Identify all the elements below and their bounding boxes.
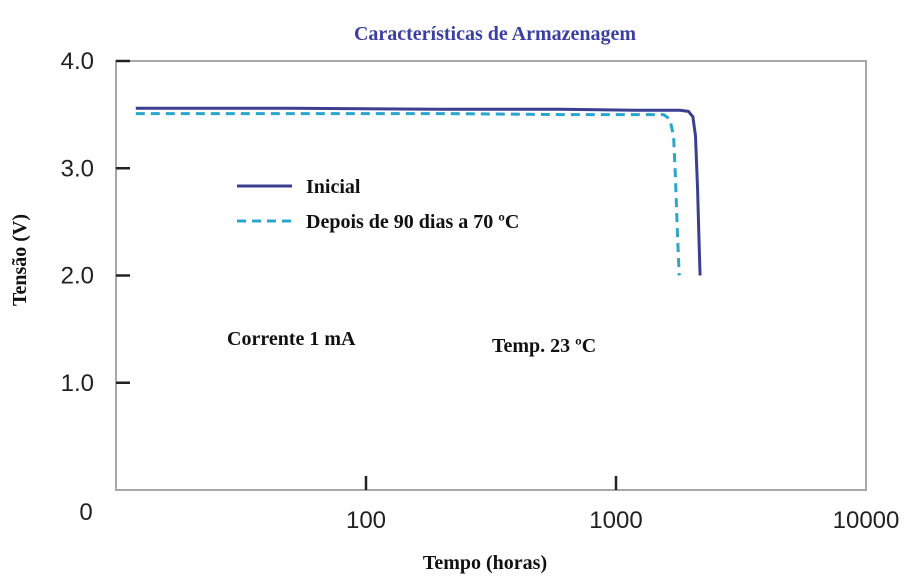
plot-area-frame xyxy=(115,60,867,491)
series-line-2 xyxy=(135,112,681,276)
x-tick-label: 1000 xyxy=(589,507,642,534)
legend: Inicial Depois de 90 dias a 70 ºC xyxy=(237,176,519,233)
chart-title: Características de Armazenagem xyxy=(354,23,636,45)
y-tick-label: 4.0 xyxy=(61,48,94,75)
annotations: Corrente 1 mA Temp. 23 ºC xyxy=(227,328,596,357)
x-tick-label: 100 xyxy=(346,507,386,534)
y-tick-label: 2.0 xyxy=(61,263,94,290)
y-axis-label: Tensão (V) xyxy=(9,214,31,306)
x-tick-label: 10000 xyxy=(833,507,900,534)
legend-label-2: Depois de 90 dias a 70 ºC xyxy=(306,211,519,233)
y-tick-label: 3.0 xyxy=(61,155,94,182)
annotation-2: Temp. 23 ºC xyxy=(492,335,596,357)
series-layer xyxy=(135,106,702,276)
x-axis-ticks: 100 1000 10000 xyxy=(346,476,899,534)
x-axis-label: Tempo (horas) xyxy=(423,552,547,574)
legend-label-1: Inicial xyxy=(306,176,361,198)
y-axis-ticks: 1.0 2.0 3.0 4.0 xyxy=(61,48,130,397)
annotation-1: Corrente 1 mA xyxy=(227,328,356,350)
y-tick-label: 1.0 xyxy=(61,370,94,397)
series-line-1 xyxy=(135,106,702,276)
x-origin-tick-label: 0 xyxy=(79,499,92,526)
